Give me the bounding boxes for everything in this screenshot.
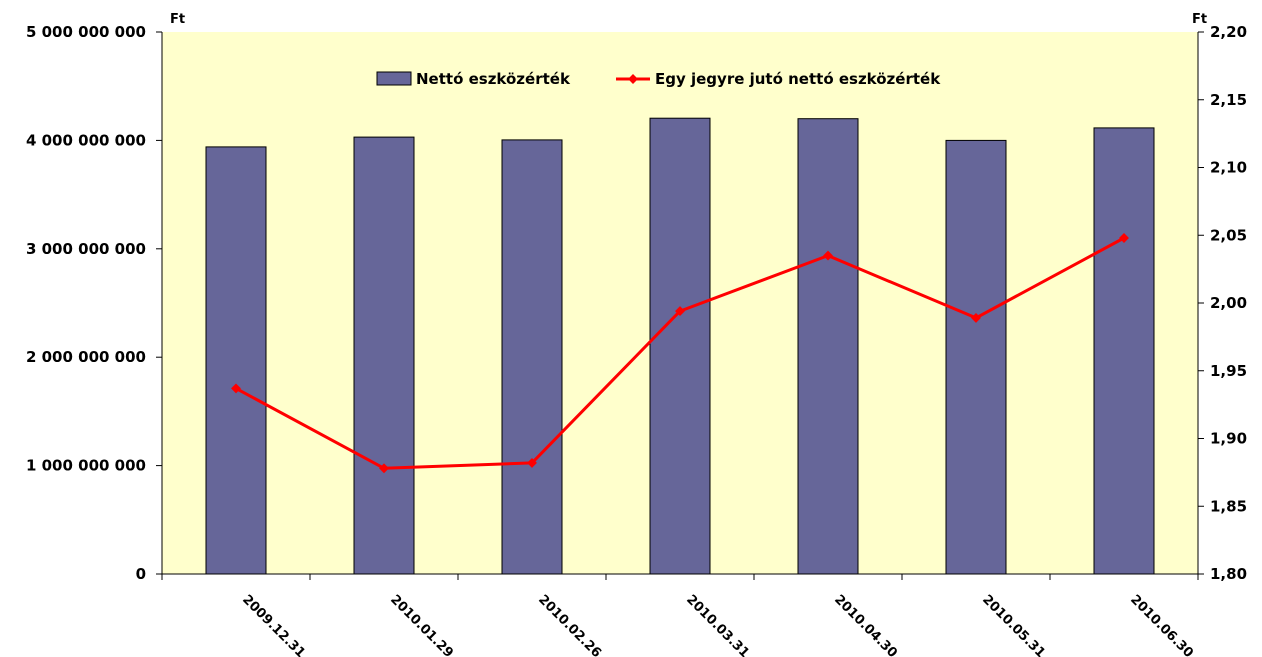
left-tick-label: 0 <box>136 565 146 583</box>
legend-line-marker <box>628 74 638 84</box>
right-axis-ticks: 1,80 1,85 1,90 1,95 2,00 2,05 2,10 2,15 2,20 <box>1198 23 1247 583</box>
legend: Nettó eszközérték Egy jegyre jutó nettó … <box>376 70 941 88</box>
legend-line-label: Egy jegyre jutó nettó eszközérték <box>655 70 941 88</box>
line-series <box>231 233 1129 474</box>
bar-2009.12.31 <box>205 146 267 575</box>
right-tick-label: 2,00 <box>1210 294 1247 312</box>
x-tick-label: 2010.05.31 <box>979 592 1048 657</box>
left-axis-unit: Ft <box>170 12 185 27</box>
x-tick-label: 2010.03.31 <box>683 592 752 657</box>
left-tick-label: 5 000 000 000 <box>26 23 146 41</box>
bar-2010.05.31 <box>945 139 1007 575</box>
right-tick-label: 2,20 <box>1210 23 1247 41</box>
line-point-2010.01.29 <box>379 463 389 474</box>
bar-2010.06.30 <box>1093 127 1155 575</box>
bar-2010.01.29 <box>353 136 415 575</box>
left-tick-label: 2 000 000 000 <box>26 348 146 366</box>
left-axis-ticks: 0 1 000 000 000 2 000 000 000 3 000 000 000… <box>26 23 162 583</box>
x-tick-label: 2010.06.30 <box>1127 592 1196 657</box>
bar-2010.02.26 <box>501 139 563 575</box>
line-point-2010.04.30 <box>823 250 833 261</box>
legend-bar-label: Nettó eszközérték <box>416 70 571 88</box>
x-tick-label: 2010.04.30 <box>831 592 900 657</box>
line-point-2010.05.31 <box>971 312 981 323</box>
right-tick-label: 2,15 <box>1210 91 1247 109</box>
left-tick-label: 3 000 000 000 <box>26 240 146 258</box>
right-tick-label: 2,05 <box>1210 226 1247 244</box>
line-point-2009.12.31 <box>231 383 241 394</box>
bars <box>205 117 1155 575</box>
x-tick-label: 2010.02.26 <box>535 592 604 657</box>
bar-2010.03.31 <box>649 117 711 575</box>
right-tick-label: 1,85 <box>1210 497 1247 515</box>
right-tick-label: 1,80 <box>1210 565 1247 583</box>
right-tick-label: 1,95 <box>1210 362 1247 380</box>
x-tick-label: 2010.01.29 <box>387 592 456 657</box>
left-tick-label: 4 000 000 000 <box>26 131 146 149</box>
legend-bar-swatch <box>376 71 412 86</box>
x-tick-label: 2009.12.31 <box>239 592 308 657</box>
line-point-2010.03.31 <box>675 306 685 317</box>
right-tick-label: 1,90 <box>1210 430 1247 448</box>
line-point-2010.02.26 <box>527 457 537 468</box>
line-point-2010.06.30 <box>1119 233 1129 243</box>
right-tick-label: 2,10 <box>1210 159 1247 177</box>
x-axis-ticks: 2009.12.31 2010.01.29 2010.02.26 2010.03.31… <box>161 574 1199 657</box>
bar-2010.04.30 <box>797 118 859 575</box>
right-axis-unit: Ft <box>1192 12 1207 27</box>
left-tick-label: 1 000 000 000 <box>26 457 146 475</box>
